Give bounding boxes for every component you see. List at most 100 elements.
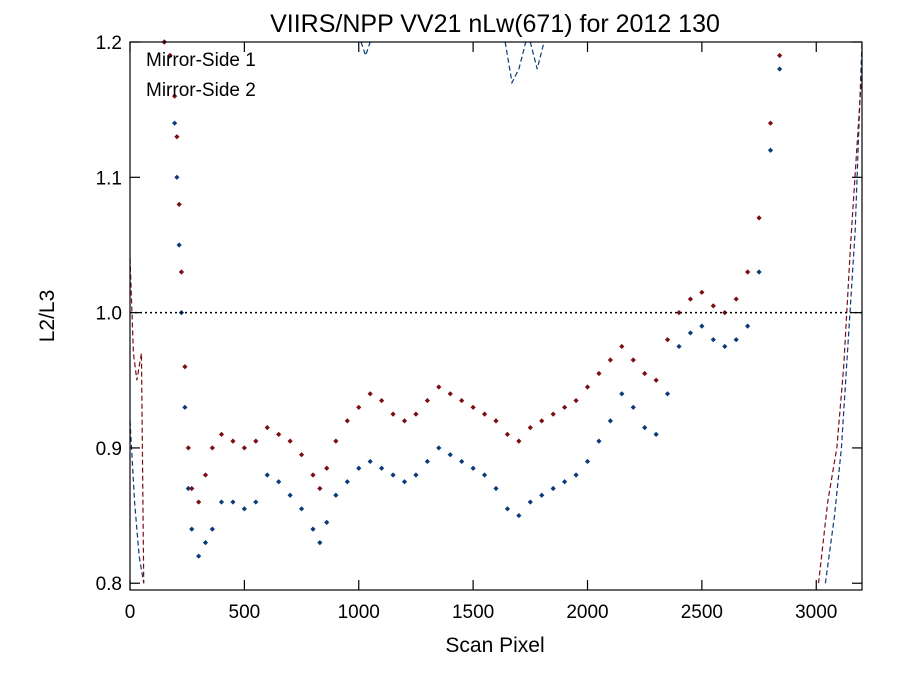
data-point	[189, 526, 195, 532]
y-tick-label: 0.8	[96, 574, 122, 595]
data-point	[573, 397, 579, 404]
data-point	[687, 330, 694, 336]
data-point	[401, 479, 408, 485]
data-point	[333, 492, 339, 498]
data-point	[687, 296, 694, 302]
data-point	[516, 512, 522, 519]
data-point	[550, 485, 556, 492]
data-point	[209, 445, 215, 451]
data-point	[356, 465, 362, 471]
data-point	[733, 296, 739, 302]
data-point	[664, 391, 671, 397]
data-point	[619, 391, 625, 397]
data-point	[218, 431, 225, 437]
y-tick-label: 1.1	[96, 168, 122, 189]
edge-line	[504, 41, 527, 85]
data-point	[413, 472, 419, 478]
data-point	[756, 269, 762, 275]
data-point	[287, 438, 293, 444]
edge-line	[529, 41, 545, 70]
data-point	[174, 174, 180, 180]
x-tick-label: 1500	[452, 602, 494, 623]
data-point	[481, 472, 488, 478]
data-point	[447, 452, 453, 458]
data-point	[596, 370, 602, 377]
data-point	[178, 269, 185, 275]
series-2	[161, 39, 783, 505]
data-point	[584, 384, 591, 390]
data-point	[230, 438, 236, 444]
plot-area	[129, 39, 863, 584]
data-point	[539, 418, 545, 424]
x-tick-label: 0	[125, 602, 136, 623]
x-tick-label: 2500	[681, 602, 723, 623]
data-point	[493, 485, 499, 492]
data-point	[699, 289, 705, 295]
data-point	[562, 404, 568, 410]
data-point	[424, 397, 430, 404]
data-point	[573, 472, 579, 478]
x-axis: 0 500 1000 1500 2000 2500 3000	[125, 42, 837, 623]
data-point	[493, 418, 499, 424]
data-point	[745, 323, 751, 329]
data-point	[390, 472, 396, 478]
data-point	[767, 120, 774, 126]
edge-line	[129, 258, 145, 584]
edge-line	[817, 69, 863, 584]
series-1	[161, 39, 783, 559]
data-point	[218, 499, 225, 505]
data-point	[298, 452, 305, 458]
legend: Mirror-Side 1 Mirror-Side 2	[146, 50, 256, 101]
data-point	[202, 540, 209, 546]
data-point	[676, 343, 682, 350]
data-point	[356, 404, 362, 410]
y-tick-label: 0.9	[96, 439, 122, 460]
data-point	[182, 404, 188, 410]
data-point	[196, 553, 202, 559]
data-point	[174, 134, 180, 140]
data-point	[324, 519, 330, 525]
data-point	[745, 269, 751, 275]
legend-entry-mirror-side-1: Mirror-Side 1	[146, 50, 256, 71]
data-point	[185, 485, 191, 492]
data-point	[653, 431, 659, 437]
data-point	[722, 343, 728, 350]
data-point	[344, 418, 350, 424]
data-point	[619, 343, 625, 350]
data-point	[264, 425, 270, 431]
data-point	[767, 147, 774, 153]
data-point	[630, 357, 636, 363]
x-tick-label: 2000	[566, 602, 608, 623]
data-point	[172, 120, 178, 126]
data-point	[379, 397, 385, 404]
y-tick-label: 1.0	[96, 304, 122, 325]
data-point	[276, 431, 282, 437]
data-point	[287, 492, 293, 498]
data-point	[527, 499, 533, 505]
data-point	[310, 472, 316, 478]
data-point	[710, 303, 716, 309]
legend-entry-mirror-side-2: Mirror-Side 2	[146, 80, 256, 101]
data-point	[172, 93, 178, 99]
y-axis: 0.8 0.9 1.0 1.1 1.2	[96, 33, 862, 595]
data-point	[607, 357, 613, 363]
data-point	[333, 438, 339, 444]
data-point	[413, 411, 419, 417]
data-point	[324, 465, 330, 471]
data-point	[516, 438, 522, 444]
y-axis-label: L2/L3	[36, 290, 59, 343]
data-point	[344, 479, 350, 485]
data-point	[424, 458, 430, 465]
data-point	[710, 337, 716, 343]
data-point	[470, 465, 476, 471]
data-point	[379, 465, 385, 471]
data-point	[241, 445, 247, 451]
chart-title: VIIRS/NPP VV21 nLw(671) for 2012 130	[270, 10, 720, 38]
data-point	[253, 438, 259, 444]
data-point	[756, 215, 762, 221]
data-point	[367, 458, 373, 465]
data-point	[733, 337, 739, 343]
data-point	[722, 310, 728, 316]
data-point	[167, 52, 173, 59]
data-point	[607, 418, 613, 424]
